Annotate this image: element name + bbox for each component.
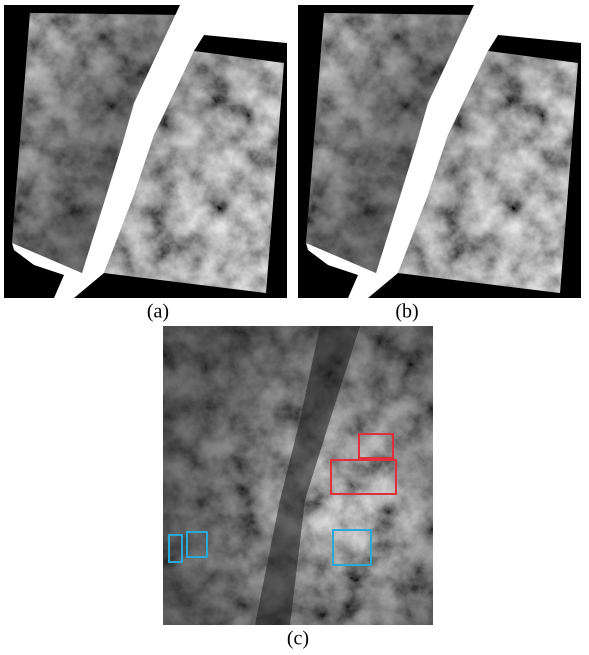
- caption: (c): [287, 628, 309, 650]
- page: (a) (b) (c) (() => { const data = JSON.p…: [0, 0, 589, 655]
- dem-image-a: [4, 5, 287, 298]
- caption: (b): [395, 301, 418, 323]
- dem-image-b: [298, 5, 581, 298]
- caption: (a): [147, 301, 169, 323]
- dem-image-c: [163, 326, 433, 625]
- figure: (a) (b) (c): [0, 0, 589, 655]
